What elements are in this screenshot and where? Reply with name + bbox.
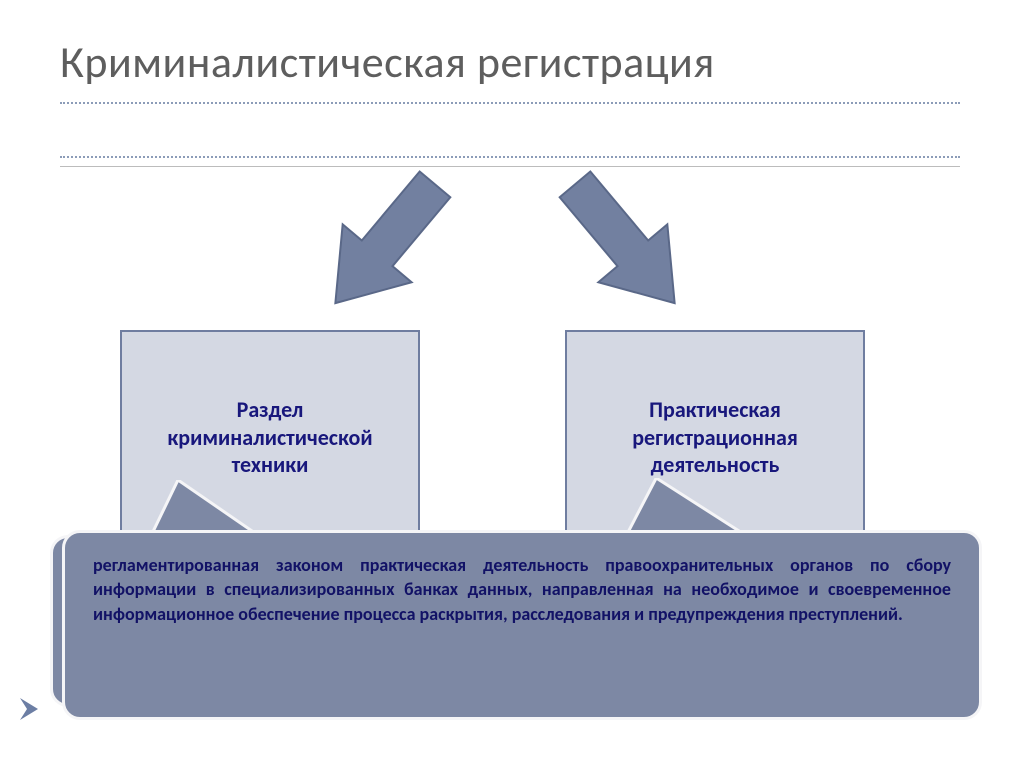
- accent-chevron-icon: [20, 698, 54, 725]
- divider-thin: [60, 166, 960, 167]
- divider-dotted-top: [60, 102, 960, 104]
- callout-definition-text: регламентированная законом практическая …: [93, 554, 951, 625]
- box-right-label: Практическая регистрационная деятельност…: [577, 396, 853, 479]
- box-left-label: Раздел криминалистической техники: [132, 396, 408, 479]
- callout-front-tail: [625, 478, 750, 538]
- divider-dotted-bottom: [60, 156, 960, 158]
- arrow-right: [520, 158, 720, 318]
- arrow-left: [290, 158, 490, 318]
- callout-definition: регламентированная законом практическая …: [62, 530, 982, 720]
- slide-title: Криминалистическая регистрация: [60, 35, 715, 89]
